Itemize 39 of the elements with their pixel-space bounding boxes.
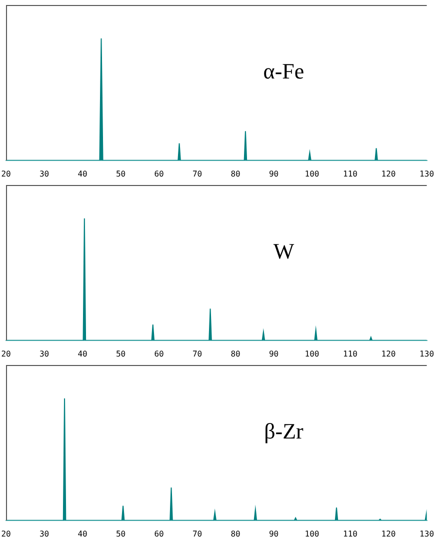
x-tick-label: 50	[116, 169, 126, 178]
x-tick-label: 130	[420, 349, 434, 358]
x-tick-label: 110	[343, 169, 358, 178]
x-tick-label: 30	[39, 529, 50, 538]
x-tick-label: 60	[154, 529, 164, 538]
x-tick-label: 70	[192, 529, 202, 538]
text: W	[273, 238, 294, 264]
x-tick-label: 80	[230, 529, 241, 538]
x-tick-label: 120	[381, 169, 396, 178]
x-tick-label: 90	[268, 169, 279, 178]
x-tick-label: 130	[420, 529, 434, 538]
x-tick-label: 130	[420, 169, 434, 178]
x-tick-label: 30	[39, 349, 50, 358]
x-tick-label: 70	[192, 169, 202, 178]
x-tick-label: 90	[268, 529, 279, 538]
x-tick-label: 80	[230, 349, 241, 358]
x-tick-label: 20	[1, 349, 11, 358]
x-tick-label: 120	[381, 349, 396, 358]
text: α-Fe	[263, 58, 304, 84]
x-tick-label: 40	[78, 349, 88, 358]
x-tick-label: 120	[381, 529, 396, 538]
x-tick-label: 20	[1, 529, 11, 538]
x-tick-label: 100	[304, 169, 320, 178]
text: β-Zr	[264, 418, 304, 444]
x-tick-label: 100	[304, 349, 320, 358]
x-tick-label: 60	[154, 169, 164, 178]
x-tick-label: 80	[230, 169, 241, 178]
x-tick-label: 50	[116, 349, 126, 358]
x-tick-label: 60	[154, 349, 164, 358]
x-tick-label: 40	[78, 169, 88, 178]
x-tick-label: 110	[343, 349, 358, 358]
x-tick-label: 50	[116, 529, 126, 538]
x-tick-label: 90	[268, 349, 279, 358]
x-tick-label: 40	[78, 529, 88, 538]
x-tick-label: 20	[1, 169, 11, 178]
x-tick-label: 70	[192, 349, 202, 358]
x-tick-label: 110	[343, 529, 358, 538]
x-tick-label: 100	[304, 529, 320, 538]
x-tick-label: 30	[39, 169, 50, 178]
